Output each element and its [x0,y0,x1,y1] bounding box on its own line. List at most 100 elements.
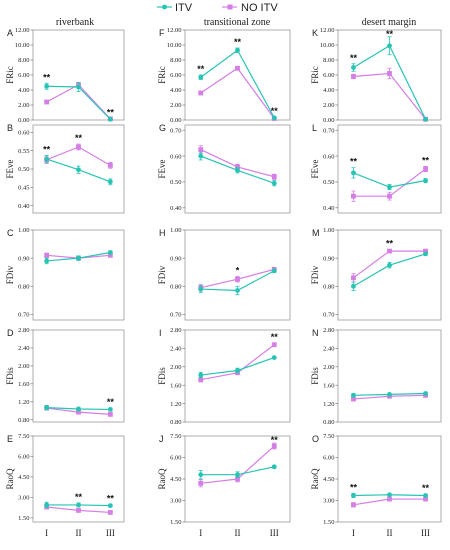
y-tick-label: 1.50 [323,519,334,526]
x-category-label: I [352,528,355,538]
panel-letter: O [312,434,319,444]
y-tick-label: 4.50 [323,476,334,483]
panel-letter: G [159,123,166,133]
point-itv [107,116,113,122]
y-axis-label: FDiv [157,265,167,284]
y-tick-label: 0.50 [323,179,334,186]
point-no-itv [423,248,428,254]
point-itv [235,472,240,478]
y-tick-label: 0.70 [170,127,181,134]
y-tick-label: 0.00 [323,117,334,124]
panel-letter: K [312,28,318,38]
point-itv [423,493,428,498]
panel-l: L 0.40 0.50 0.60 0.70 FEve ** ** [310,123,442,214]
panel-frame [32,329,125,423]
y-tick-label: 0.80 [323,283,334,290]
point-itv [423,116,428,122]
point-no-itv [387,193,392,199]
significance-marker: ** [350,482,358,492]
y-tick-label: 0.90 [18,255,29,262]
significance-marker: ** [350,157,358,167]
point-itv [235,288,240,293]
panel-letter: N [312,328,319,338]
significance-marker: ** [234,37,242,47]
legend: ITV NO ITV [157,2,278,14]
y-tick-label: 2.80 [323,327,334,334]
point-itv [351,392,356,398]
y-tick-label: 0.80 [18,417,29,424]
y-tick-label: 4.50 [18,474,29,481]
y-tick-label: 0.50 [170,179,181,186]
point-no-itv [351,502,356,508]
panel-letter: C [7,228,14,238]
point-no-itv [235,65,240,71]
significance-marker: ** [350,53,358,63]
point-no-itv [271,342,277,348]
point-no-itv [387,496,392,502]
y-tick-label: 7.50 [18,433,29,440]
point-itv [76,255,81,261]
panel-letter: E [7,434,13,444]
series-itv-line [353,44,427,120]
panel-frame [184,124,291,214]
y-axis-label: FRic [157,66,167,84]
point-itv [76,406,81,412]
x-category-label: III [421,528,430,538]
significance-marker: ** [271,435,279,445]
panel-letter: J [159,434,164,444]
panel-letter: D [7,328,14,338]
point-no-itv [387,71,392,76]
point-no-itv [198,147,204,152]
y-tick-label: 1.50 [170,519,181,526]
y-tick-label: 0.60 [170,153,181,160]
significance-marker: ** [75,492,83,502]
point-no-itv [198,90,204,96]
point-no-itv [107,162,113,168]
point-itv [423,391,428,396]
y-axis-label: FDiv [310,265,320,284]
significance-marker: ** [271,332,279,342]
y-tick-label: 1.00 [323,227,334,234]
point-no-itv [351,193,356,199]
y-tick-label: 6.00 [18,72,29,79]
legend-no-itv-marker [227,4,233,10]
point-itv [351,283,356,289]
point-no-itv [235,476,240,482]
y-tick-label: 4.00 [18,87,29,94]
point-itv [107,407,113,412]
series-no-itv-line [200,67,275,119]
y-tick-label: 3.00 [18,495,29,502]
point-no-itv [235,276,240,282]
y-tick-label: 8.00 [18,57,29,64]
point-itv [235,47,240,53]
point-itv [271,464,277,470]
point-no-itv [107,252,113,258]
y-tick-label: 0.70 [170,312,181,319]
y-tick-label: 0.40 [323,205,334,212]
y-tick-label: 4.00 [323,87,334,94]
y-tick-label: 10.00 [15,42,30,49]
x-category-label: III [270,528,279,538]
significance-marker: ** [107,493,115,503]
point-itv [107,179,113,185]
significance-marker: ** [271,106,279,116]
x-category-label: I [199,528,202,538]
significance-marker: ** [107,397,115,407]
y-tick-label: 10.00 [167,42,182,49]
point-itv [44,502,50,508]
y-tick-label: 1.20 [323,401,334,408]
point-itv [198,74,204,80]
y-tick-label: 8.00 [170,57,181,64]
y-tick-label: 12.00 [15,27,30,34]
y-tick-label: 0.70 [18,312,29,319]
point-itv [387,492,392,498]
panel-letter: F [159,28,165,38]
point-itv [198,286,204,292]
y-tick-label: 0.70 [323,312,334,319]
point-no-itv [44,99,50,105]
y-tick-label: 0.40 [170,205,181,212]
y-tick-label: 0.45 [18,185,29,192]
point-itv [387,262,392,268]
y-tick-label: 0.55 [18,148,29,155]
panel-letter: B [7,123,13,133]
